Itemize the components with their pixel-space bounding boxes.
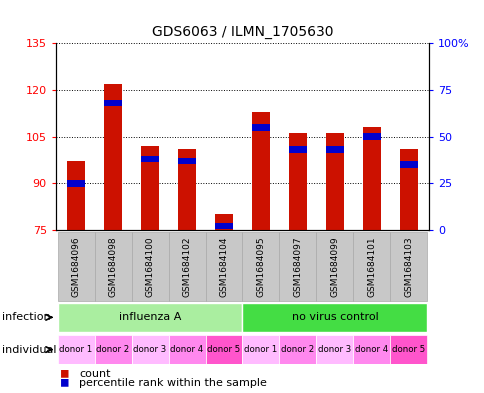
Bar <box>390 335 426 364</box>
Bar <box>353 232 390 301</box>
Bar <box>288 146 306 153</box>
Bar <box>168 232 205 301</box>
Text: ■: ■ <box>60 375 76 388</box>
Bar <box>325 146 344 153</box>
Text: GSM1684101: GSM1684101 <box>367 236 376 297</box>
Text: GSM1684096: GSM1684096 <box>72 236 80 297</box>
Text: infection: infection <box>2 312 51 322</box>
Text: individual: individual <box>2 345 57 354</box>
Bar <box>353 335 390 364</box>
Bar <box>316 232 353 301</box>
Text: donor 1: donor 1 <box>244 345 277 354</box>
Bar <box>251 112 270 230</box>
Bar <box>140 146 159 230</box>
Bar <box>362 127 380 230</box>
Text: donor 5: donor 5 <box>207 345 240 354</box>
Text: donor 3: donor 3 <box>133 345 166 354</box>
Text: donor 4: donor 4 <box>170 345 203 354</box>
Text: GSM1684097: GSM1684097 <box>293 236 302 297</box>
Bar <box>178 158 196 164</box>
Text: GSM1684103: GSM1684103 <box>404 236 412 297</box>
Bar <box>242 303 426 332</box>
Text: percentile rank within the sample: percentile rank within the sample <box>79 378 266 388</box>
Bar <box>205 335 242 364</box>
Text: donor 2: donor 2 <box>281 345 314 354</box>
Bar <box>67 180 85 187</box>
Bar <box>242 232 279 301</box>
Bar <box>168 335 205 364</box>
Bar <box>390 232 426 301</box>
Title: GDS6063 / ILMN_1705630: GDS6063 / ILMN_1705630 <box>151 26 333 39</box>
Bar <box>362 133 380 140</box>
Text: ■: ■ <box>60 366 76 379</box>
Text: donor 5: donor 5 <box>392 345 424 354</box>
Bar <box>279 335 316 364</box>
Bar <box>325 134 344 230</box>
Bar <box>399 149 417 230</box>
Text: GSM1684104: GSM1684104 <box>219 236 228 296</box>
Bar <box>58 232 94 301</box>
Bar <box>214 223 233 230</box>
Text: donor 1: donor 1 <box>60 345 92 354</box>
Bar <box>288 134 306 230</box>
Bar <box>316 335 353 364</box>
Bar <box>242 335 279 364</box>
Bar <box>104 84 122 230</box>
Bar <box>399 161 417 168</box>
Bar <box>67 162 85 230</box>
Text: donor 2: donor 2 <box>96 345 129 354</box>
Bar <box>251 124 270 130</box>
Bar <box>279 232 316 301</box>
Bar <box>58 335 94 364</box>
Bar <box>58 303 242 332</box>
Text: GSM1684095: GSM1684095 <box>256 236 265 297</box>
Bar <box>104 100 122 106</box>
Bar <box>140 156 159 162</box>
Text: GSM1684099: GSM1684099 <box>330 236 339 297</box>
Bar <box>205 232 242 301</box>
Bar <box>94 335 131 364</box>
Text: no virus control: no virus control <box>291 312 378 322</box>
Text: donor 4: donor 4 <box>355 345 388 354</box>
Bar <box>131 232 168 301</box>
Text: influenza A: influenza A <box>119 312 181 322</box>
Bar <box>178 149 196 230</box>
Text: count: count <box>79 369 110 379</box>
Bar <box>131 335 168 364</box>
Text: donor 3: donor 3 <box>318 345 351 354</box>
Text: GSM1684098: GSM1684098 <box>108 236 117 297</box>
Text: GSM1684100: GSM1684100 <box>145 236 154 297</box>
Bar <box>214 214 233 230</box>
Bar <box>94 232 131 301</box>
Text: GSM1684102: GSM1684102 <box>182 236 191 296</box>
